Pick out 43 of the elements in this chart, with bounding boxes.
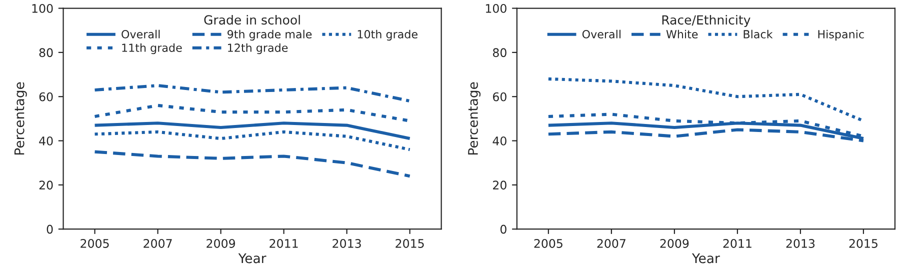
- y-tick-label: 20: [39, 180, 53, 190]
- x-tick-label: 2015: [396, 239, 424, 248]
- y-tick-label: 60: [39, 92, 53, 102]
- y-tick-label: 0: [46, 224, 53, 234]
- line-series: [93, 84, 412, 103]
- legend-label: 10th grade: [358, 30, 418, 41]
- legend-label: Overall: [582, 30, 620, 38]
- line-series: [93, 150, 412, 178]
- x-axis-title: Year: [238, 253, 266, 264]
- legend-label: Black: [744, 30, 773, 38]
- x-tick-label: 2007: [144, 239, 172, 248]
- legend-label: Hispanic: [818, 30, 864, 41]
- x-tick-label: 2007: [597, 239, 626, 248]
- y-tick-label: 60: [493, 92, 506, 102]
- y-tick-label: 40: [492, 136, 506, 146]
- legend-label: Overall: [122, 30, 160, 38]
- x-axis-title: Year: [692, 253, 720, 264]
- y-tick-label: 40: [39, 136, 53, 146]
- legend-label: White: [666, 30, 698, 38]
- legend-title: Race/Ethnicity: [662, 14, 750, 28]
- y-tick-label: 100: [32, 4, 53, 13]
- legend-label: 9th grade male: [228, 30, 312, 41]
- y-tick-label: 100: [486, 4, 506, 13]
- legend-label: 12th grade: [228, 43, 288, 54]
- y-tick-label: 20: [493, 180, 506, 190]
- x-tick-label: 2013: [332, 239, 361, 248]
- x-tick-label: 2011: [270, 239, 298, 248]
- line-series: [93, 130, 412, 152]
- x-tick-label: 2013: [786, 239, 815, 248]
- line-series: [93, 122, 412, 140]
- y-axis-title: Percentage: [14, 82, 27, 154]
- x-tick-label: 2005: [534, 239, 562, 248]
- x-tick-label: 2009: [206, 239, 235, 248]
- x-tick-label: 2009: [660, 239, 689, 248]
- y-tick-label: 80: [492, 48, 506, 58]
- y-axis-title: Percentage: [468, 82, 480, 154]
- x-tick-label: 2011: [723, 239, 752, 248]
- legend-label: 11th grade: [122, 43, 182, 54]
- y-tick-label: 0: [500, 224, 506, 234]
- x-tick-label: 2005: [80, 239, 109, 248]
- y-tick-label: 80: [39, 48, 53, 58]
- x-tick-label: 2015: [849, 239, 878, 248]
- legend-title: Grade in school: [204, 14, 300, 25]
